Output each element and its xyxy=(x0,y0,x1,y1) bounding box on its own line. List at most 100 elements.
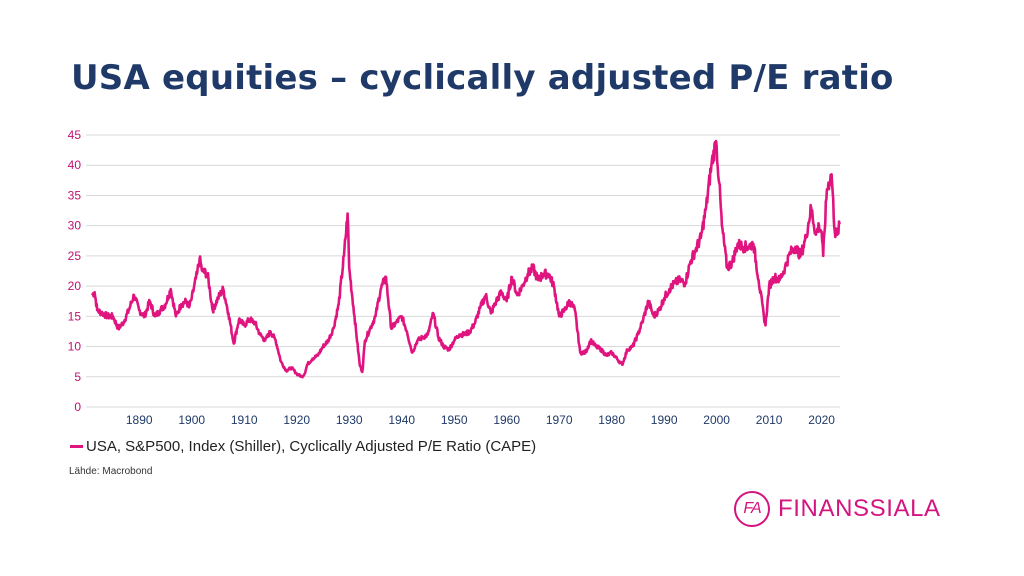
y-tick-label-5: 5 xyxy=(74,370,81,384)
data-point-120 xyxy=(684,282,686,284)
data-point-19 xyxy=(185,300,187,302)
data-point-127 xyxy=(718,182,720,184)
data-point-74 xyxy=(443,346,445,348)
data-point-7 xyxy=(122,321,124,323)
data-point-72 xyxy=(432,312,434,314)
data-point-134 xyxy=(752,243,754,245)
data-point-13 xyxy=(154,315,156,317)
data-point-112 xyxy=(642,318,644,320)
data-point-125 xyxy=(710,164,712,166)
y-tick-label-15: 15 xyxy=(68,309,82,323)
data-point-110 xyxy=(632,346,634,348)
x-tick-label-1910: 1910 xyxy=(231,413,258,427)
data-point-121 xyxy=(689,261,691,263)
data-point-103 xyxy=(595,346,597,348)
data-point-109 xyxy=(626,349,628,351)
y-tick-label-25: 25 xyxy=(68,249,82,263)
data-point-22 xyxy=(196,273,198,275)
data-point-12 xyxy=(149,300,151,302)
y-tick-label-20: 20 xyxy=(68,279,82,293)
data-point-149 xyxy=(821,231,823,233)
data-point-68 xyxy=(411,352,413,354)
data-point-131 xyxy=(737,243,739,245)
data-point-43 xyxy=(296,373,298,375)
data-point-105 xyxy=(605,355,607,357)
data-point-45 xyxy=(304,373,306,375)
data-point-0 xyxy=(91,294,93,296)
legend-swatch xyxy=(70,445,83,448)
data-point-139 xyxy=(773,276,775,278)
data-point-36 xyxy=(259,333,261,335)
data-point-34 xyxy=(248,318,250,320)
data-point-99 xyxy=(574,309,576,311)
data-point-147 xyxy=(815,234,817,236)
data-point-130 xyxy=(731,261,733,263)
data-point-145 xyxy=(805,237,807,239)
data-point-129 xyxy=(726,267,728,269)
data-point-102 xyxy=(590,340,592,342)
data-point-15 xyxy=(164,303,166,305)
data-point-118 xyxy=(674,282,676,284)
series-line-cape-0 xyxy=(91,139,841,379)
data-point-84 xyxy=(495,300,497,302)
data-point-123 xyxy=(700,237,702,239)
data-point-88 xyxy=(516,294,518,296)
data-point-135 xyxy=(758,279,760,281)
data-point-5 xyxy=(112,315,114,317)
data-point-96 xyxy=(558,315,560,317)
data-point-82 xyxy=(485,294,487,296)
y-tick-label-35: 35 xyxy=(68,188,82,202)
data-point-58 xyxy=(361,371,363,373)
x-tick-label-1930: 1930 xyxy=(336,413,363,427)
data-point-6 xyxy=(117,327,119,329)
data-point-116 xyxy=(663,297,665,299)
y-tick-label-0: 0 xyxy=(74,400,81,414)
data-point-114 xyxy=(653,315,655,317)
data-point-136 xyxy=(763,315,765,317)
data-point-1 xyxy=(94,291,96,293)
x-tick-label-1890: 1890 xyxy=(126,413,153,427)
data-point-101 xyxy=(584,352,586,354)
data-point-65 xyxy=(395,321,397,323)
data-point-53 xyxy=(343,255,345,257)
data-point-10 xyxy=(138,309,140,311)
data-point-95 xyxy=(553,285,555,287)
data-point-81 xyxy=(479,306,481,308)
data-point-20 xyxy=(188,306,190,308)
data-point-133 xyxy=(747,246,749,248)
data-point-76 xyxy=(453,340,455,342)
data-point-56 xyxy=(353,315,355,317)
chart-gridlines xyxy=(86,134,840,408)
logo-mark: FA xyxy=(734,491,770,527)
data-point-70 xyxy=(422,336,424,338)
y-tick-label-40: 40 xyxy=(68,158,82,172)
data-point-128 xyxy=(721,225,723,227)
data-point-40 xyxy=(280,361,282,363)
data-point-27 xyxy=(212,309,214,311)
logo-text: FINANSSIALA xyxy=(778,495,941,522)
data-point-52 xyxy=(338,303,340,305)
data-point-73 xyxy=(437,336,439,338)
data-point-9 xyxy=(133,294,135,296)
data-point-124 xyxy=(705,207,707,209)
x-tick-label-1950: 1950 xyxy=(441,413,468,427)
data-point-4 xyxy=(107,315,109,317)
data-point-85 xyxy=(500,291,502,293)
x-tick-label-1970: 1970 xyxy=(546,413,573,427)
x-tick-label-2020: 2020 xyxy=(808,413,835,427)
data-point-2 xyxy=(96,309,98,311)
chart-legend: USA, S&P500, Index (Shiller), Cyclically… xyxy=(70,438,536,455)
data-point-142 xyxy=(789,252,791,254)
data-point-154 xyxy=(836,234,838,236)
data-point-35 xyxy=(254,321,256,323)
data-point-54 xyxy=(347,213,349,215)
data-point-80 xyxy=(474,321,476,323)
data-point-92 xyxy=(537,279,539,281)
data-point-64 xyxy=(390,327,392,329)
data-point-63 xyxy=(385,276,387,278)
data-point-93 xyxy=(542,273,544,275)
data-point-152 xyxy=(831,173,833,175)
data-point-31 xyxy=(233,343,235,345)
data-point-49 xyxy=(322,346,324,348)
data-point-50 xyxy=(327,340,329,342)
